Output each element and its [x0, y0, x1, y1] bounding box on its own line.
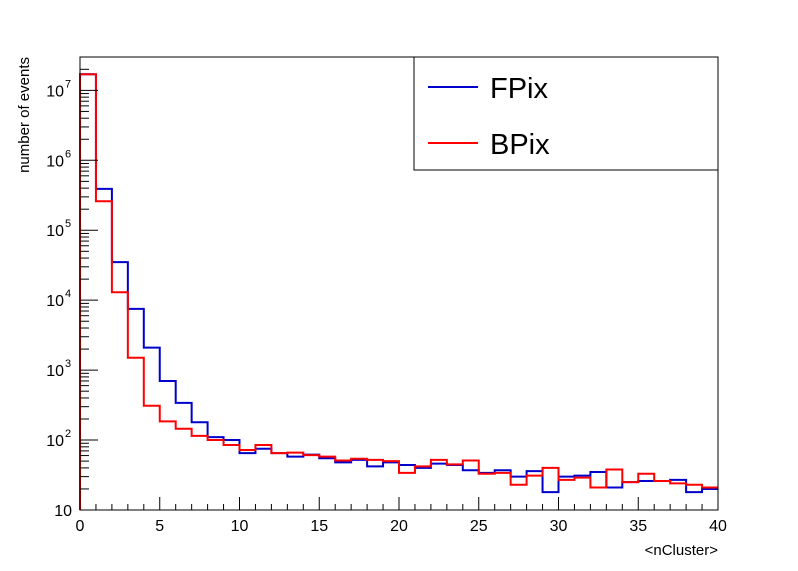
y-tick-exponent: 5	[65, 218, 71, 230]
x-tick-label: 20	[390, 518, 408, 535]
series-line-bpix	[79, 73, 718, 510]
y-tick-label: 10	[46, 223, 64, 240]
y-tick-label: 10	[46, 293, 64, 310]
x-tick-label: 15	[310, 518, 328, 535]
y-tick-exponent: 4	[65, 288, 71, 300]
y-tick-label: 10	[46, 363, 64, 380]
x-tick-label: 0	[76, 518, 85, 535]
series-line-fpix	[79, 73, 718, 510]
y-tick-exponent: 7	[65, 78, 71, 90]
series-layer	[79, 73, 718, 510]
y-tick-label: 10	[46, 83, 64, 100]
y-tick-label: 10	[54, 503, 72, 520]
plot-frame	[79, 56, 719, 511]
y-tick-exponent: 2	[65, 428, 71, 440]
x-tick-label: 40	[709, 518, 727, 535]
y-axis-title: number of events	[16, 57, 33, 173]
x-axis-title: <nCluster>	[645, 542, 719, 559]
y-tick-label: 10	[46, 153, 64, 170]
x-tick-label: 5	[155, 518, 164, 535]
x-tick-label: 35	[629, 518, 647, 535]
legend-label-fpix: FPix	[490, 73, 549, 105]
x-tick-label: 25	[470, 518, 488, 535]
x-tick-label: 10	[231, 518, 249, 535]
legend-label-bpix: BPix	[490, 129, 550, 161]
legend: FPix BPix	[413, 56, 719, 171]
x-tick-label: 30	[550, 518, 568, 535]
legend-box	[413, 56, 719, 171]
y-tick-exponent: 6	[65, 148, 71, 160]
y-tick-label: 10	[46, 433, 64, 450]
y-tick-exponent: 3	[65, 358, 71, 370]
